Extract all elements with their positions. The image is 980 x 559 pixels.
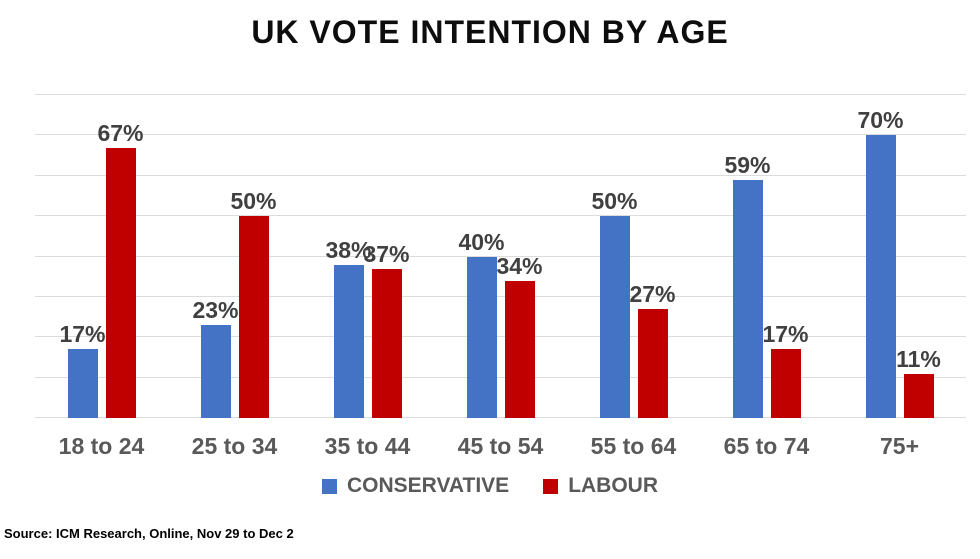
gridline-10 — [35, 376, 966, 378]
bar-groups: 17% 67% 23% 50% 38% 37% 40% 34% 50% 27% 59% 17% 70% 1… — [35, 95, 966, 418]
bar-labour-35-to-44: 37% — [363, 242, 410, 418]
bar-group-65-to-74: 59% 17% — [700, 95, 833, 418]
gridline-80 — [35, 94, 966, 95]
data-label-conservative-25-to-34: 23% — [192, 297, 239, 324]
data-label-labour-45-to-54: 34% — [496, 252, 543, 279]
category-label-75: 75+ — [879, 433, 919, 459]
bar-conservative-75: 70% — [857, 109, 904, 418]
gridlines — [35, 94, 966, 418]
bar-conservative-65-to-74: 59% — [724, 153, 771, 418]
gridline-40 — [35, 255, 966, 257]
category-label-45-to-54: 45 to 54 — [457, 433, 544, 459]
bar-group-18-to-24: 17% 67% — [35, 95, 168, 418]
legend-item-conservative: CONSERVATIVE — [321, 474, 510, 498]
bar-conservative-55-to-64: 50% — [591, 190, 638, 418]
data-label-labour-25-to-34: 50% — [230, 188, 277, 215]
data-label-conservative-55-to-64: 50% — [591, 188, 638, 215]
legend-swatch-icon-conservative — [321, 478, 337, 494]
category-label-18-to-24: 18 to 24 — [58, 433, 145, 459]
legend-item-labour: LABOUR — [543, 474, 658, 498]
bar-labour-55-to-64: 27% — [629, 283, 676, 418]
plot-area: 17% 67% 23% 50% 38% 37% 40% 34% 50% 27% 59% 17% 70% 1… — [35, 94, 966, 418]
bar-conservative-25-to-34: 23% — [192, 299, 239, 418]
gridline-70 — [35, 134, 966, 136]
data-label-labour-55-to-64: 27% — [629, 281, 676, 307]
data-label-conservative-45-to-54: 40% — [458, 228, 505, 255]
bar-labour-65-to-74: 17% — [762, 323, 809, 418]
data-label-labour-18-to-24: 67% — [97, 119, 144, 146]
data-label-conservative-35-to-44: 38% — [325, 236, 372, 263]
bar-group-45-to-54: 40% 34% — [434, 95, 567, 418]
legend-swatch-icon-labour — [543, 478, 559, 494]
gridline-0 — [35, 417, 966, 418]
bar-labour-75: 11% — [896, 347, 941, 418]
gridline-30 — [35, 295, 966, 297]
data-label-conservative-65-to-74: 59% — [724, 151, 771, 178]
chart-title: UK VOTE INTENTION BY AGE — [251, 14, 729, 50]
bar-conservative-45-to-54: 40% — [458, 230, 505, 418]
data-label-labour-75: 11% — [896, 345, 941, 372]
category-axis: 18 to 24 25 to 34 35 to 44 45 to 54 55 to 64… — [35, 433, 966, 460]
bar-labour-25-to-34: 50% — [230, 190, 277, 418]
bar-group-35-to-44: 38% 37% — [301, 95, 434, 418]
category-label-25-to-34: 25 to 34 — [191, 433, 278, 459]
legend-label-labour: LABOUR — [568, 474, 659, 497]
data-label-conservative-18-to-24: 17% — [59, 321, 106, 348]
bar-group-55-to-64: 50% 27% — [567, 95, 700, 418]
legend-label-conservative: CONSERVATIVE — [346, 474, 510, 497]
gridline-20 — [35, 336, 966, 338]
gridline-50 — [35, 215, 966, 217]
bar-conservative-18-to-24: 17% — [59, 323, 106, 418]
bar-labour-45-to-54: 34% — [496, 254, 543, 418]
category-label-55-to-64: 55 to 64 — [590, 433, 677, 459]
data-label-conservative-75: 70% — [857, 107, 904, 134]
bar-conservative-35-to-44: 38% — [325, 238, 372, 418]
legend: CONSERVATIVE LABOUR — [0, 474, 980, 498]
gridline-60 — [35, 174, 966, 176]
category-label-65-to-74: 65 to 74 — [723, 433, 810, 459]
bar-group-75: 70% 11% — [833, 95, 966, 418]
source-note: Source: ICM Research, Online, Nov 29 to … — [4, 526, 294, 541]
bar-group-25-to-34: 23% 50% — [168, 95, 301, 418]
bar-labour-18-to-24: 67% — [97, 121, 144, 418]
category-label-35-to-44: 35 to 44 — [324, 433, 411, 459]
data-label-labour-35-to-44: 37% — [363, 240, 410, 267]
data-label-labour-65-to-74: 17% — [762, 321, 809, 348]
